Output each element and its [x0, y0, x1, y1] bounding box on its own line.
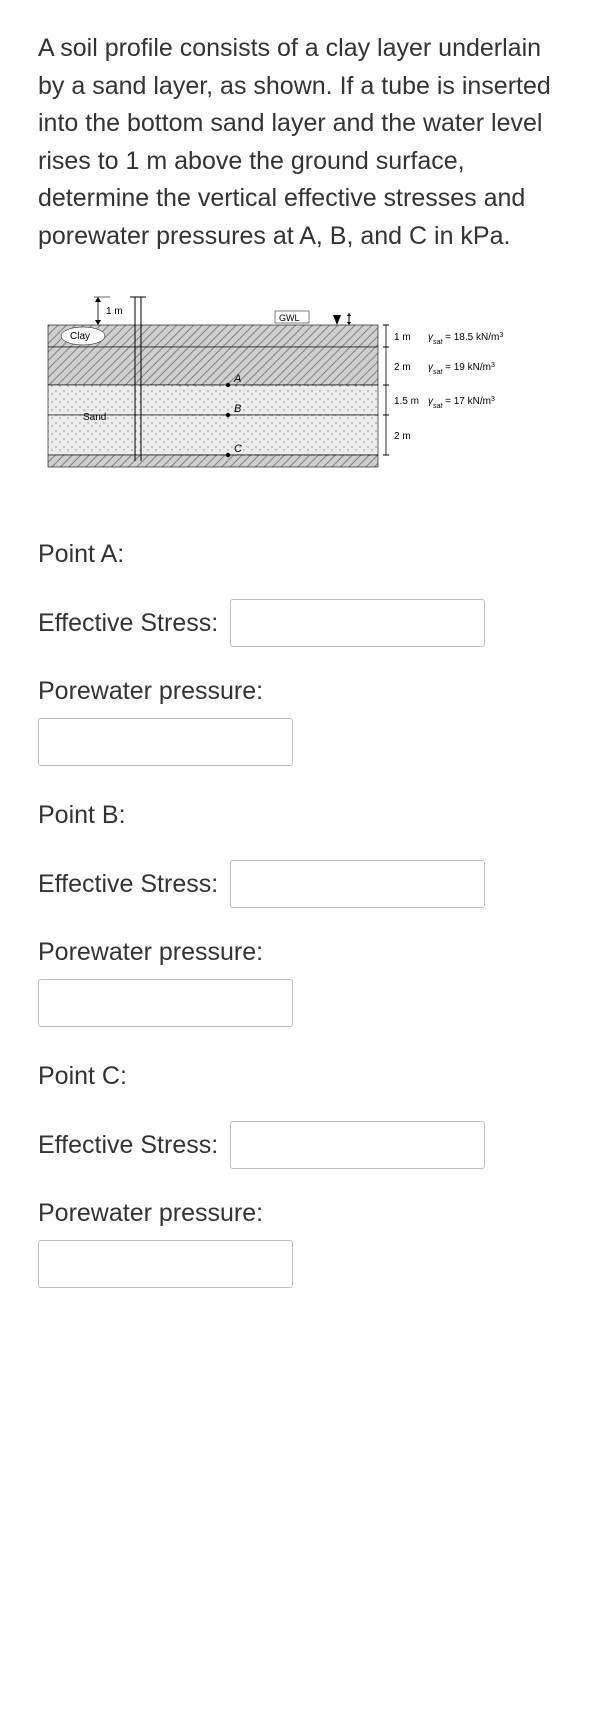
point-b-effective-label: Effective Stress:: [38, 870, 218, 899]
point-b-heading: Point B:: [38, 801, 553, 830]
point-c-heading: Point C:: [38, 1062, 553, 1091]
point-c-effective-label: Effective Stress:: [38, 1131, 218, 1160]
point-a-pore-input[interactable]: [38, 718, 293, 766]
point-c-pore-row: Porewater pressure:: [38, 1199, 553, 1288]
svg-text:GWL: GWL: [279, 313, 300, 323]
point-b-pore-input[interactable]: [38, 979, 293, 1027]
svg-text:Clay: Clay: [70, 331, 90, 342]
svg-text:A: A: [233, 373, 241, 385]
point-b-effective-input[interactable]: [230, 860, 485, 908]
point-a-effective-label: Effective Stress:: [38, 609, 218, 638]
soil-profile-diagram: 1 mγ = 18.5 kN/m³2 mγ = 19.0 kN/m³1.5 mγ…: [38, 285, 553, 500]
point-c-pore-input[interactable]: [38, 1240, 293, 1288]
point-a-heading: Point A:: [38, 540, 553, 569]
point-c-pore-label: Porewater pressure:: [38, 1199, 553, 1228]
point-b-pore-label: Porewater pressure:: [38, 938, 553, 967]
svg-text:B: B: [234, 403, 241, 415]
point-a-pore-label: Porewater pressure:: [38, 677, 553, 706]
svg-text:1.5 m: 1.5 m: [394, 396, 419, 407]
point-a-effective-input[interactable]: [230, 599, 485, 647]
point-b-effective-row: Effective Stress:: [38, 860, 553, 908]
svg-text:Sand: Sand: [83, 412, 106, 423]
point-c-effective-row: Effective Stress:: [38, 1121, 553, 1169]
svg-text:1 m: 1 m: [394, 332, 411, 343]
problem-statement: A soil profile consists of a clay layer …: [38, 30, 553, 255]
svg-text:2 m: 2 m: [394, 362, 411, 373]
point-c-effective-input[interactable]: [230, 1121, 485, 1169]
svg-text:C: C: [234, 443, 242, 455]
point-b-pore-row: Porewater pressure:: [38, 938, 553, 1027]
svg-text:2 m: 2 m: [394, 431, 411, 442]
point-a-effective-row: Effective Stress:: [38, 599, 553, 647]
svg-text:1 m: 1 m: [106, 306, 123, 317]
point-a-pore-row: Porewater pressure:: [38, 677, 553, 766]
